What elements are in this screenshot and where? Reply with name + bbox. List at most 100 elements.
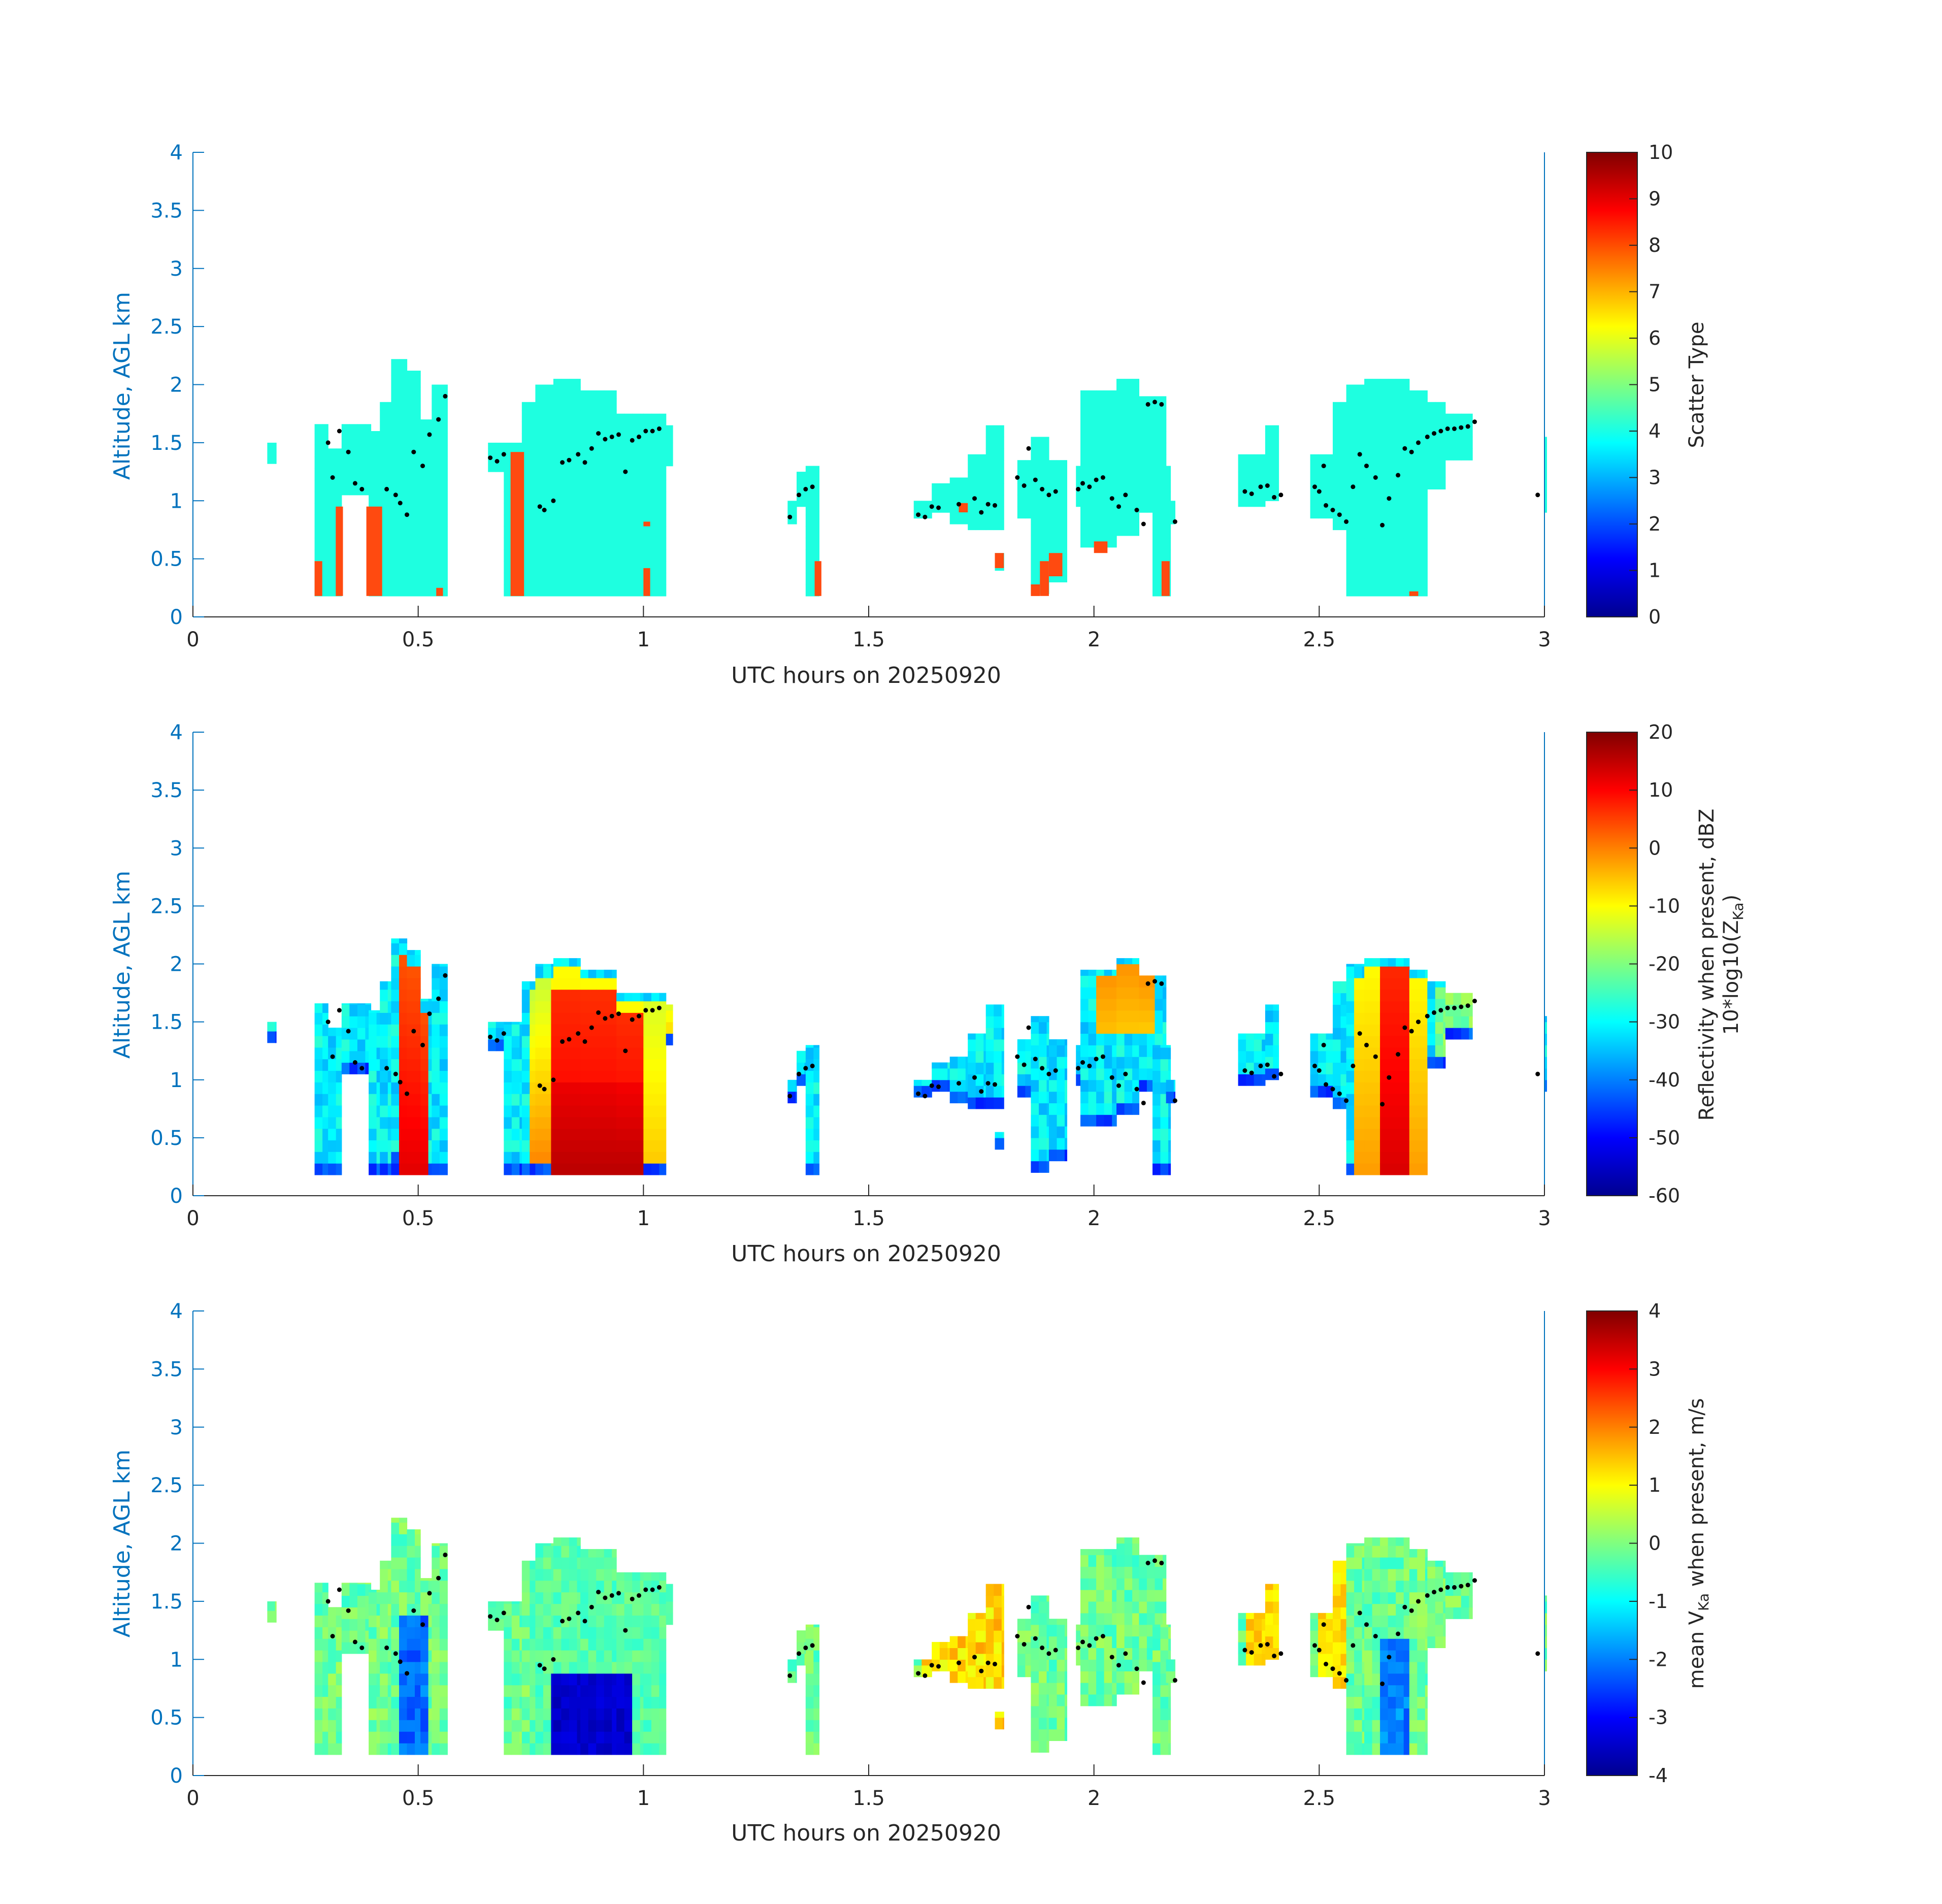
heatmap-cell [1364,538,1373,550]
heatmap-cell [632,993,641,1002]
heatmap-cell [1346,989,1355,1002]
heatmap-cell [407,421,415,434]
heatmap-cell [1333,1062,1341,1074]
heatmap-cell [1096,1022,1105,1034]
heatmap-cell [659,993,667,1002]
heatmap-cell [805,491,814,504]
heatmap-cell [1039,1149,1047,1162]
heatmap-cell [1396,1140,1404,1152]
heatmap-cell [1132,1683,1139,1695]
heatmap-cell [975,483,984,496]
heatmap-cell [322,1082,328,1094]
heatmap-cell [1354,384,1363,387]
heatmap-cell [1417,561,1426,573]
heatmap-cell [328,1720,337,1732]
heatmap-cell [530,421,536,434]
heatmap-cell [1318,1033,1327,1040]
heatmap-cell [1372,445,1380,457]
heatmap-cell [553,1557,562,1569]
heatmap-cell [1265,1010,1273,1023]
heatmap-cell [569,491,577,504]
heatmap-cell [580,1661,589,1674]
heatmap-cell [604,1128,612,1140]
heatmap-cell [1132,1671,1139,1683]
heatmap-cell [612,491,617,504]
heatmap-cell [632,456,641,469]
heatmap-cell [1380,1568,1389,1581]
heatmap-cell [328,1638,337,1651]
heatmap-cell [322,1638,328,1651]
heatmap-cell [369,1592,377,1604]
cloud-base-dot [405,1671,409,1676]
heatmap-cell [632,1731,641,1744]
heatmap-cell [1104,975,1112,988]
heatmap-cell [1362,1117,1365,1129]
heatmap-cell [1065,1149,1067,1162]
heatmap-cell [1096,1091,1105,1103]
heatmap-cell [1346,1557,1355,1569]
cloud-base-dot [1053,489,1058,494]
heatmap-cell [1112,477,1117,489]
heatmap-cell [521,1696,530,1709]
heatmap-cell [328,1743,337,1755]
heatmap-cell [369,1743,377,1755]
heatmap-cell [415,1105,421,1118]
heatmap-cell [1388,1580,1396,1593]
heatmap-cell [1362,1012,1365,1025]
heatmap-cell [535,1720,544,1732]
heatmap-cell [1048,1694,1057,1706]
heatmap-cell [1065,477,1067,489]
heatmap-cell [1362,966,1365,978]
heatmap-cell [1031,1741,1039,1753]
heatmap-cell [651,1012,660,1025]
heatmap-cell [1380,1070,1389,1082]
heatmap-cell [612,480,617,492]
heatmap-cell [519,1036,522,1048]
heatmap-cell [1116,1103,1125,1115]
heatmap-cell [369,431,377,434]
heatmap-cell [968,1613,976,1619]
heatmap-cell [1318,1051,1327,1063]
heatmap-cell [1544,1068,1547,1080]
heatmap-cell [1318,506,1327,519]
heatmap-cell [551,491,554,504]
heatmap-cell [1031,1137,1039,1150]
heatmap-cell [1017,1039,1026,1052]
heatmap-cell [929,1086,932,1098]
heatmap-cell [1417,514,1426,527]
heatmap-cell [569,549,577,562]
heatmap-cell [1425,421,1428,434]
cloud-base-dot [1040,1645,1045,1650]
heatmap-cell [1340,993,1347,1005]
heatmap-cell [376,1140,380,1152]
heatmap-cell [604,584,612,597]
heatmap-cell [504,480,512,492]
heatmap-cell [1163,1590,1167,1602]
heatmap-cell [391,1128,400,1140]
heatmap-cell [1039,535,1047,548]
heatmap-cell [328,1105,337,1118]
heatmap-cell [968,1033,976,1040]
cloud-base-dot [787,1094,793,1099]
heatmap-cell [596,421,605,434]
heatmap-cell [1372,1592,1380,1604]
heatmap-cell [632,561,641,573]
heatmap-cell [504,1638,512,1651]
heatmap-cell [612,1140,617,1152]
heatmap-cell [399,1534,408,1546]
heatmap-cell [1346,1696,1355,1709]
heatmap-cell [1443,477,1446,489]
heatmap-cell [1046,1595,1049,1602]
heatmap-cell [1362,514,1365,527]
heatmap-cell [1427,981,1436,988]
heatmap-cell [1403,480,1410,492]
heatmap-cell [561,1661,570,1674]
heatmap-cell [1116,431,1125,443]
heatmap-cell [1403,1661,1410,1674]
y-tick-label: 1 [170,1069,183,1092]
heatmap-cell [1104,1671,1112,1683]
heatmap-cell [1362,468,1365,480]
heatmap-cell [1340,1039,1347,1052]
heatmap-cell [439,480,448,492]
heatmap-cell [805,1105,814,1118]
